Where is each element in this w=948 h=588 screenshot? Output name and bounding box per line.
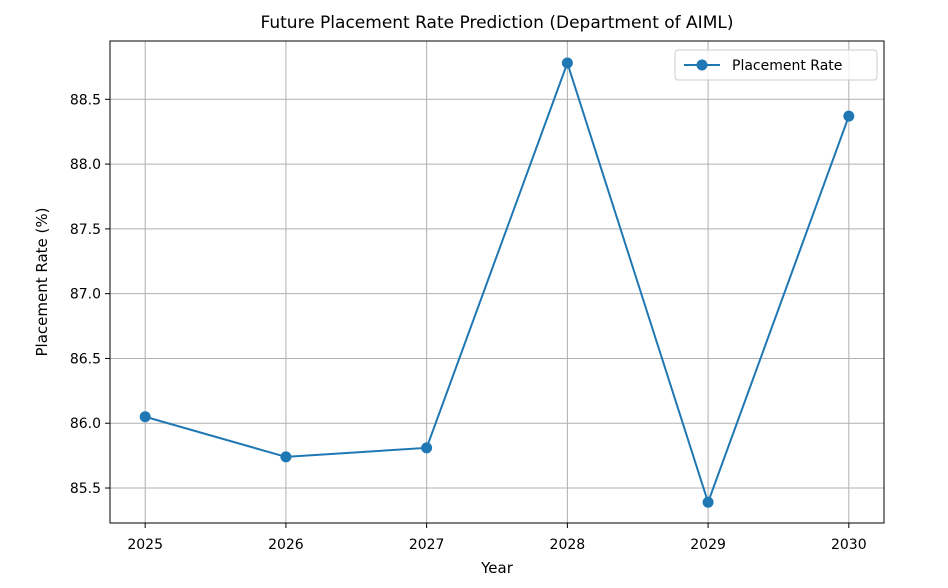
y-tick-label: 86.5 xyxy=(70,351,101,367)
y-tick-label: 85.5 xyxy=(70,481,101,497)
y-tick-label: 88.5 xyxy=(70,92,101,108)
x-tick-label: 2027 xyxy=(409,537,445,553)
data-point xyxy=(843,110,855,122)
data-point xyxy=(139,411,151,423)
chart-title: Future Placement Rate Prediction (Depart… xyxy=(261,13,734,33)
y-tick-label: 87.0 xyxy=(70,287,101,303)
y-tick-label: 86.0 xyxy=(70,416,101,432)
y-axis-label: Placement Rate (%) xyxy=(33,208,51,357)
data-point xyxy=(421,442,433,454)
plot-frame xyxy=(109,40,885,524)
y-axis: 85.5 86.0 86.5 87.0 87.5 88.0 88.5 xyxy=(70,92,110,497)
x-tick-label: 2026 xyxy=(268,537,304,553)
x-tick-label: 2028 xyxy=(550,537,586,553)
series-line xyxy=(144,59,850,506)
x-axis: 2025 2026 2027 2028 2029 2030 xyxy=(127,523,867,553)
legend-marker xyxy=(696,59,708,71)
legend-label: Placement Rate xyxy=(732,58,842,74)
legend-box xyxy=(674,49,878,81)
data-point xyxy=(561,57,573,69)
data-point xyxy=(280,451,292,463)
x-tick-label: 2029 xyxy=(690,537,726,553)
y-tick-label: 87.5 xyxy=(70,222,101,238)
series-layer xyxy=(139,57,855,508)
grid xyxy=(110,41,884,523)
x-tick-label: 2025 xyxy=(127,537,163,553)
data-point xyxy=(702,496,714,508)
y-tick-label: 88.0 xyxy=(70,157,101,173)
legend: Placement Rate xyxy=(674,49,878,81)
x-axis-label: Year xyxy=(480,559,514,577)
x-tick-label: 2030 xyxy=(831,537,867,553)
